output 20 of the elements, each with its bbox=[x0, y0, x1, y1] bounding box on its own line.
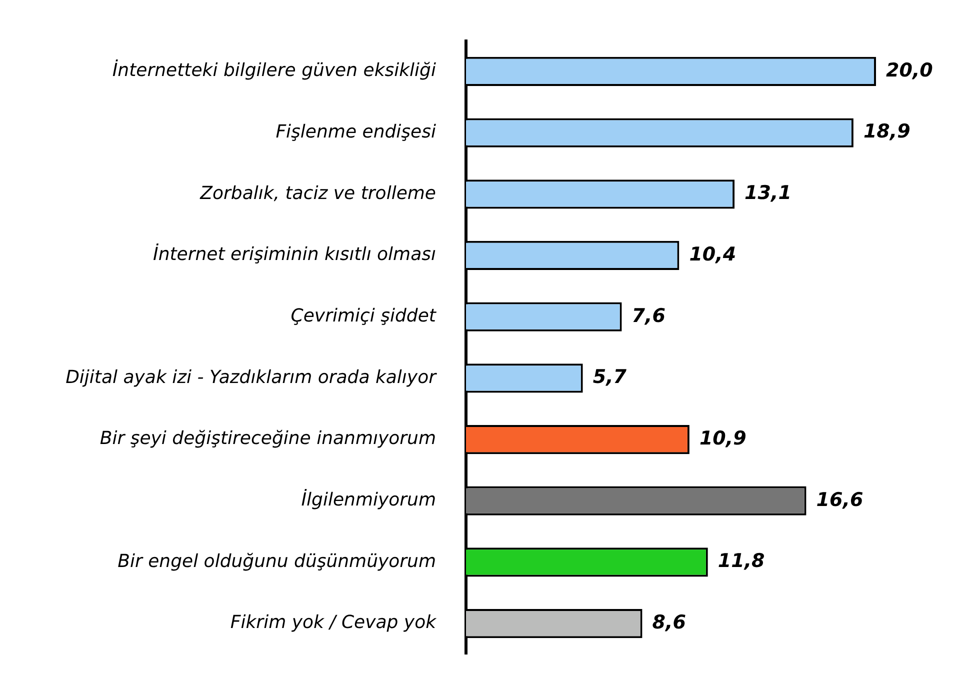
y-tick-label: Zorbalık, taciz ve trolleme bbox=[199, 182, 436, 204]
data-label: 10,4 bbox=[689, 243, 736, 266]
y-tick-label: Fikrim yok / Cevap yok bbox=[230, 612, 438, 634]
data-label: 8,6 bbox=[652, 611, 686, 634]
data-label: 20,0 bbox=[886, 59, 933, 82]
y-tick-label: Fişlenme endişesi bbox=[276, 121, 436, 142]
y-tick-label: İlgilenmiyorum bbox=[301, 488, 436, 511]
y-tick-label: İnternet erişiminin kısıtlı olması bbox=[153, 243, 436, 266]
y-tick-label: Bir şeyi değiştireceğine inanmıyorum bbox=[100, 428, 436, 450]
data-label: 7,6 bbox=[632, 304, 666, 327]
data-label: 13,1 bbox=[744, 182, 792, 204]
data-label: 16,6 bbox=[816, 488, 864, 511]
y-tick-label: Çevrimiçi şiddet bbox=[290, 306, 437, 326]
y-tick-label: İnternetteki bilgilere güven eksikliği bbox=[112, 59, 436, 82]
data-label: 18,9 bbox=[863, 120, 910, 143]
data-label: 5,7 bbox=[592, 366, 628, 388]
y-tick-label: Bir engel olduğunu düşünmüyorum bbox=[118, 550, 436, 572]
data-label: 10,9 bbox=[699, 427, 746, 450]
data-label: 11,8 bbox=[718, 550, 765, 572]
y-tick-label: Dijital ayak izi - Yazdıklarım orada kalıyor bbox=[66, 366, 438, 388]
